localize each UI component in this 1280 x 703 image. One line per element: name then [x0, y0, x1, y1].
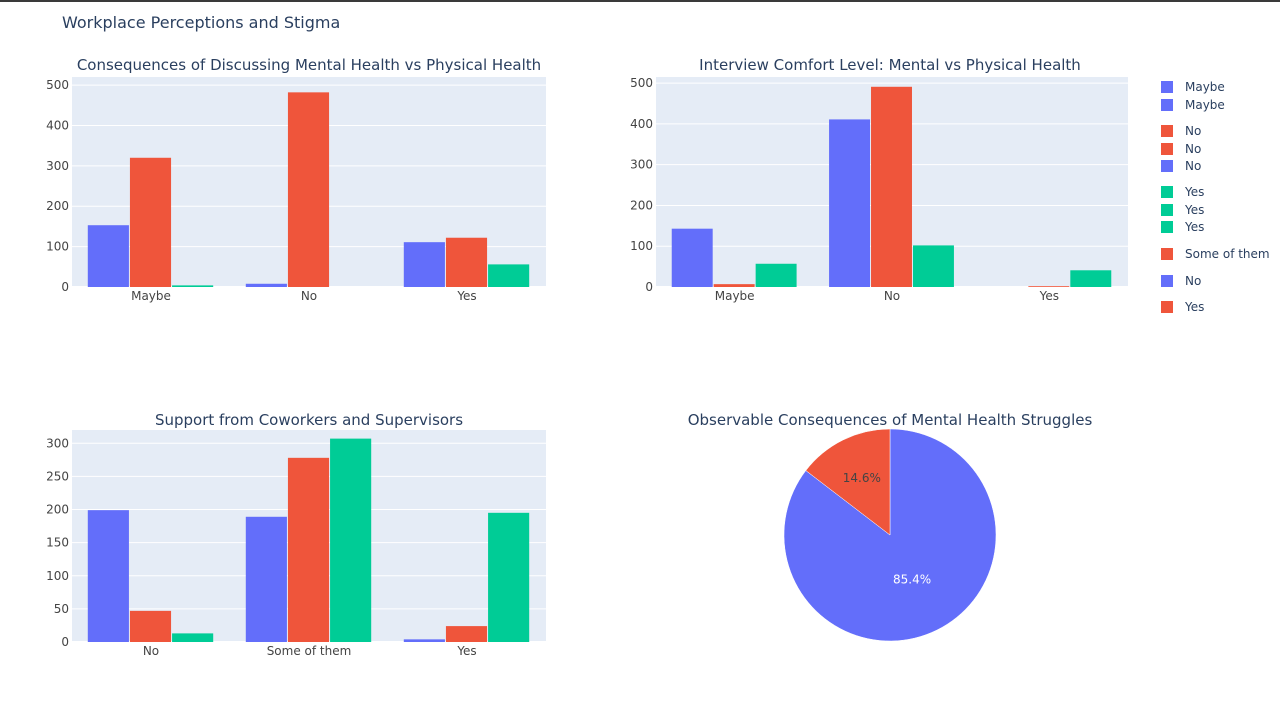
bar[interactable] [245, 283, 287, 287]
bar[interactable] [445, 237, 488, 287]
y-tick-label: 100 [46, 240, 69, 254]
x-tick-label: Some of them [267, 644, 352, 658]
bar[interactable] [287, 457, 330, 642]
legend-swatch[interactable] [1161, 221, 1173, 233]
bar[interactable] [172, 285, 214, 287]
bar[interactable] [488, 512, 530, 642]
bar[interactable] [87, 225, 129, 287]
pie-slice[interactable] [805, 428, 891, 536]
legend-item-label[interactable]: No [1185, 274, 1201, 288]
pie-slice-label: 14.6% [843, 471, 881, 485]
chart-title: Support from Coworkers and Supervisors [155, 411, 463, 429]
bar[interactable] [87, 510, 129, 642]
y-tick-label: 100 [46, 569, 69, 583]
chart-observable-consequences-pie: 85.4% 14.6% Observable Consequences of Men… [688, 411, 1093, 642]
legend-swatch[interactable] [1161, 160, 1173, 172]
legend-item-label[interactable]: Some of them [1185, 247, 1270, 261]
chart-interview-comfort: 0 100 200 300 400 500 Maybe No Yes Interview Comf… [630, 56, 1128, 303]
legend-item-label[interactable]: Yes [1184, 300, 1204, 314]
bar[interactable] [245, 516, 287, 642]
y-tick-label: 500 [46, 78, 69, 92]
y-tick-label: 300 [630, 158, 653, 172]
legend-item-label[interactable]: Yes [1184, 220, 1204, 234]
legend-swatch[interactable] [1161, 275, 1173, 287]
chart-title: Interview Comfort Level: Mental vs Physi… [699, 56, 1081, 74]
legend-item-label[interactable]: Maybe [1185, 80, 1225, 94]
bar[interactable] [403, 242, 445, 287]
chart-support-coworkers: 0 50 100 150 200 250 300 No Some of them Yes Suppo… [46, 411, 546, 658]
bar[interactable] [1028, 286, 1070, 287]
bar[interactable] [172, 633, 214, 642]
bar[interactable] [287, 92, 330, 287]
legend-item-label[interactable]: Yes [1184, 185, 1204, 199]
legend-item-label[interactable]: No [1185, 142, 1201, 156]
y-tick-label: 200 [46, 199, 69, 213]
chart-title: Observable Consequences of Mental Health… [688, 411, 1093, 429]
y-tick-label: 0 [645, 280, 653, 294]
legend-swatch[interactable] [1161, 204, 1173, 216]
y-tick-label: 500 [630, 76, 653, 90]
y-tick-label: 200 [46, 503, 69, 517]
y-tick-label: 50 [54, 602, 69, 616]
bar[interactable] [1070, 270, 1112, 287]
bar[interactable] [330, 438, 372, 642]
legend-swatch[interactable] [1161, 248, 1173, 260]
bar[interactable] [129, 610, 172, 642]
y-tick-label: 400 [46, 118, 69, 132]
legend-swatch[interactable] [1161, 186, 1173, 198]
x-tick-label: Yes [456, 644, 476, 658]
bar[interactable] [871, 86, 912, 287]
y-tick-label: 300 [46, 436, 69, 450]
y-tick-label: 250 [46, 469, 69, 483]
bar[interactable] [829, 119, 871, 287]
x-tick-label: No [143, 644, 159, 658]
legend[interactable]: Maybe Maybe No No No Yes Yes Yes Some of them No Y… [1161, 80, 1270, 314]
bar[interactable] [488, 264, 530, 287]
legend-swatch[interactable] [1161, 301, 1173, 313]
bar[interactable] [912, 245, 954, 287]
legend-item-label[interactable]: Yes [1184, 203, 1204, 217]
chart-title: Consequences of Discussing Mental Health… [77, 56, 541, 74]
y-tick-label: 300 [46, 159, 69, 173]
legend-swatch[interactable] [1161, 99, 1173, 111]
x-tick-label: Maybe [131, 289, 171, 303]
bar[interactable] [129, 157, 172, 287]
window-top-border [0, 0, 1280, 2]
legend-item-label[interactable]: No [1185, 124, 1201, 138]
bar[interactable] [403, 639, 445, 642]
bar[interactable] [755, 263, 797, 287]
legend-swatch[interactable] [1161, 125, 1173, 137]
x-tick-label: No [301, 289, 317, 303]
chart-consequences-discussing: 0 100 200 300 400 500 Maybe No Yes Consequences o… [46, 56, 546, 303]
y-tick-label: 200 [630, 198, 653, 212]
y-tick-label: 100 [630, 239, 653, 253]
legend-swatch[interactable] [1161, 81, 1173, 93]
y-tick-label: 0 [61, 280, 69, 294]
x-tick-label: Yes [456, 289, 476, 303]
bar[interactable] [671, 228, 713, 287]
bar[interactable] [713, 284, 755, 287]
pie-slice-label: 85.4% [893, 573, 931, 587]
x-tick-label: Maybe [715, 289, 755, 303]
y-tick-label: 150 [46, 536, 69, 550]
y-tick-label: 400 [630, 117, 653, 131]
figure-title: Workplace Perceptions and Stigma [62, 13, 340, 32]
x-tick-label: No [884, 289, 900, 303]
legend-swatch[interactable] [1161, 143, 1173, 155]
x-tick-label: Yes [1039, 289, 1059, 303]
legend-item-label[interactable]: No [1185, 159, 1201, 173]
legend-item-label[interactable]: Maybe [1185, 98, 1225, 112]
bar[interactable] [445, 626, 488, 642]
y-tick-label: 0 [61, 635, 69, 649]
